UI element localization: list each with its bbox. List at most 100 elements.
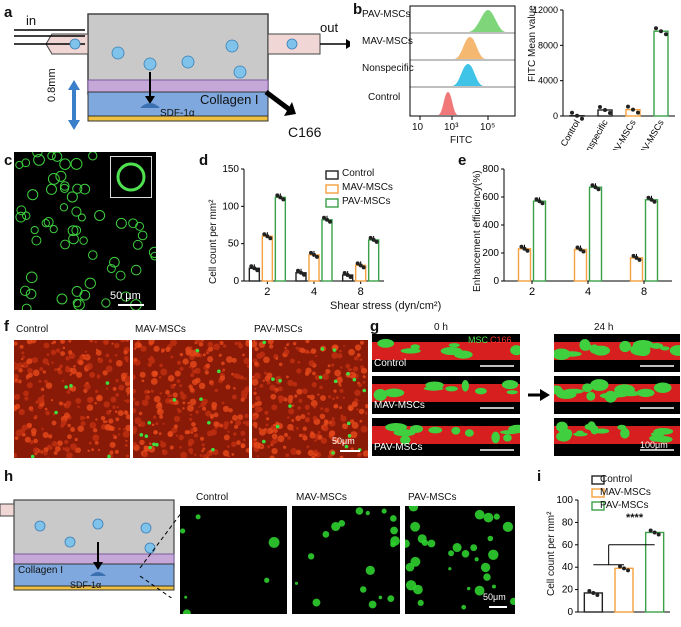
f-texture-dot [83,388,88,394]
f-texture-dot [42,370,46,374]
i-ytick-label: 60 [562,540,574,551]
f-texture-dot [356,353,361,357]
i-point [587,588,592,593]
f-texture-dot [357,381,360,385]
f-texture-dot [95,389,99,394]
b-bar [653,30,669,117]
data-point [590,183,595,188]
g-image-control-0h: MSC C166 Control [372,334,520,372]
ytick-label: 100 [222,201,239,212]
i-ytick-label: 0 [567,607,573,618]
g-image-pav-24h: 100μm [554,418,680,456]
f-texture-dot [254,406,262,413]
data-point [525,248,530,253]
g-green-cell [563,429,573,439]
f-texture-dot [153,430,158,435]
f-texture-dot [32,369,40,377]
b-point [608,110,612,115]
f-green-cell [320,347,325,351]
f-texture-dot [152,370,158,376]
f-texture-dot [126,393,129,396]
f-texture-dot [319,385,323,390]
g-green-cell [584,424,591,430]
f-texture-dot [43,447,49,453]
f-texture-dot [160,441,167,448]
g-green-cell [608,391,629,398]
f-texture-dot [109,441,116,448]
f-texture-dot [33,438,38,444]
g-green-cell [655,428,670,433]
f-texture-dot [85,362,93,370]
f-texture-dot [271,433,278,440]
f-texture-dot [231,394,237,400]
f-texture-dot [62,447,66,451]
f-texture-dot [192,426,198,433]
f-texture-dot [195,410,199,414]
h-green-cell [355,507,364,515]
f-texture-dot [189,360,197,368]
f-texture-dot [182,407,185,410]
f-texture-dot [126,340,129,342]
f-texture-dot [188,365,191,369]
h-green-cell [390,541,396,548]
f-texture-dot [33,447,39,453]
f-texture-dot [319,413,326,420]
h-green-cell [417,599,424,606]
h-image-control [180,506,287,614]
c-cell-ring [150,251,156,261]
f-texture-dot [271,447,278,455]
data-point [575,245,580,250]
f-texture-dot [125,454,130,458]
g-green-cell [400,348,421,354]
i-point [652,530,657,535]
f-texture-dot [54,445,61,452]
ytick-label: 0 [233,276,239,287]
f-texture-dot [307,449,315,457]
data-point [281,197,286,202]
f-texture-dot [292,341,297,346]
f-texture-dot [295,346,299,350]
f-texture-dot [23,390,29,397]
f-texture-dot [125,387,130,394]
f-texture-dot [349,368,353,371]
f-texture-dot [359,340,365,345]
f-texture-dot [84,350,88,353]
f-green-cell [30,454,35,458]
h-green-cell [365,510,370,516]
f-texture-dot [202,353,206,357]
f-texture-dot [231,357,237,363]
f-texture-dot [348,348,355,356]
f-texture-dot [179,384,182,388]
f-texture-dot [14,341,18,346]
data-point [348,275,353,280]
bar [573,248,588,282]
f-texture-dot [133,357,138,362]
h-image-pav: 50μm [405,506,515,614]
c-cell-ring [22,211,31,220]
c-cell-ring [30,225,39,235]
f-texture-dot [114,353,118,357]
f-texture-dot [335,395,339,400]
f-texture-dot [26,340,33,345]
f-texture-dot [14,361,16,364]
f-texture-dot [233,432,237,436]
f-texture-dot [226,356,233,363]
f-texture-dot [308,360,315,367]
g-green-cell [409,424,424,433]
c-cell-ring [47,172,60,185]
h-image-label: PAV-MSCs [408,492,457,503]
f-green-cell [217,369,221,374]
f-texture-dot [320,437,328,444]
c-cell-ring [120,291,131,302]
f-texture-dot [176,360,182,365]
data-point [534,197,539,202]
f-texture-dot [350,447,354,451]
f-texture-dot [242,421,246,425]
g-green-cell [475,387,487,395]
f-texture-dot [211,401,218,408]
h-green-cell [461,604,467,610]
g-green-cell [589,344,600,354]
f-texture-dot [123,356,129,361]
f-texture-dot [88,396,94,402]
f-texture-dot [48,434,53,439]
